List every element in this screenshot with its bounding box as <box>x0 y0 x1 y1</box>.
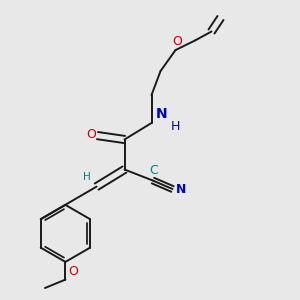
Text: O: O <box>86 128 96 141</box>
Text: H: H <box>83 172 91 182</box>
Text: O: O <box>172 35 182 48</box>
Text: N: N <box>176 183 186 196</box>
Text: H: H <box>171 119 180 133</box>
Text: C: C <box>149 164 158 177</box>
Text: N: N <box>156 107 168 122</box>
Text: O: O <box>68 265 78 278</box>
